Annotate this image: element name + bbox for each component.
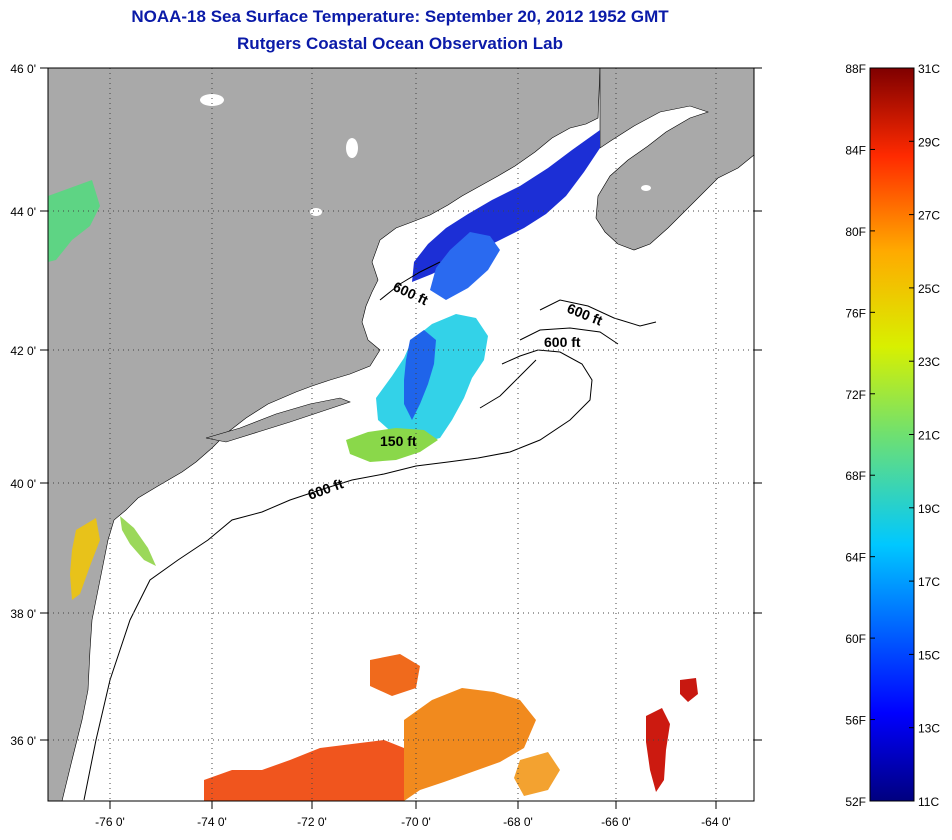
bathymetry-contours [83, 261, 657, 801]
sst-cape-cod-cyan [376, 314, 488, 444]
chart-subtitle: Rutgers Coastal Ocean Observation Lab [237, 34, 563, 53]
lon-label: -66 0' [601, 815, 631, 829]
lat-label: 36 0' [10, 734, 36, 748]
lon-label: -72 0' [297, 815, 327, 829]
map-frame [47, 67, 755, 802]
lon-label: -74 0' [197, 815, 227, 829]
sst-green-coast [48, 180, 100, 262]
axis-ticks [40, 67, 762, 809]
sst-cape-cod-blue [404, 330, 436, 420]
sst-chesapeake [70, 518, 100, 600]
sst-warm-blob-1 [370, 654, 420, 696]
sst-warm-blob-2 [514, 752, 560, 796]
lon-label: -76 0' [95, 815, 125, 829]
sst-gulf-stream-orange [404, 688, 536, 801]
lat-label: 44 0' [10, 205, 36, 219]
sst-gulf-stream-warm [204, 740, 404, 801]
sst-green-patch [346, 428, 438, 462]
sst-gulf-of-maine-blue [430, 232, 500, 300]
land-long-island [205, 397, 351, 443]
lon-label: -64 0' [701, 815, 731, 829]
land-nova-scotia [595, 68, 754, 251]
graticule [48, 68, 754, 801]
lon-label: -70 0' [401, 815, 431, 829]
land-mainland [48, 68, 601, 801]
lat-label: 40 0' [10, 477, 36, 491]
lat-label: 42 0' [10, 344, 36, 358]
lat-label: 38 0' [10, 607, 36, 621]
lon-label: -68 0' [503, 815, 533, 829]
contour-label: 600 ft [544, 334, 581, 350]
sst-east-red [646, 708, 670, 792]
chart-title: NOAA-18 Sea Surface Temperature: Septemb… [131, 7, 669, 26]
contour-label: 150 ft [380, 433, 417, 449]
sst-east-red-2 [680, 678, 698, 702]
lat-label: 46 0' [10, 62, 36, 76]
sst-delaware [120, 516, 156, 566]
